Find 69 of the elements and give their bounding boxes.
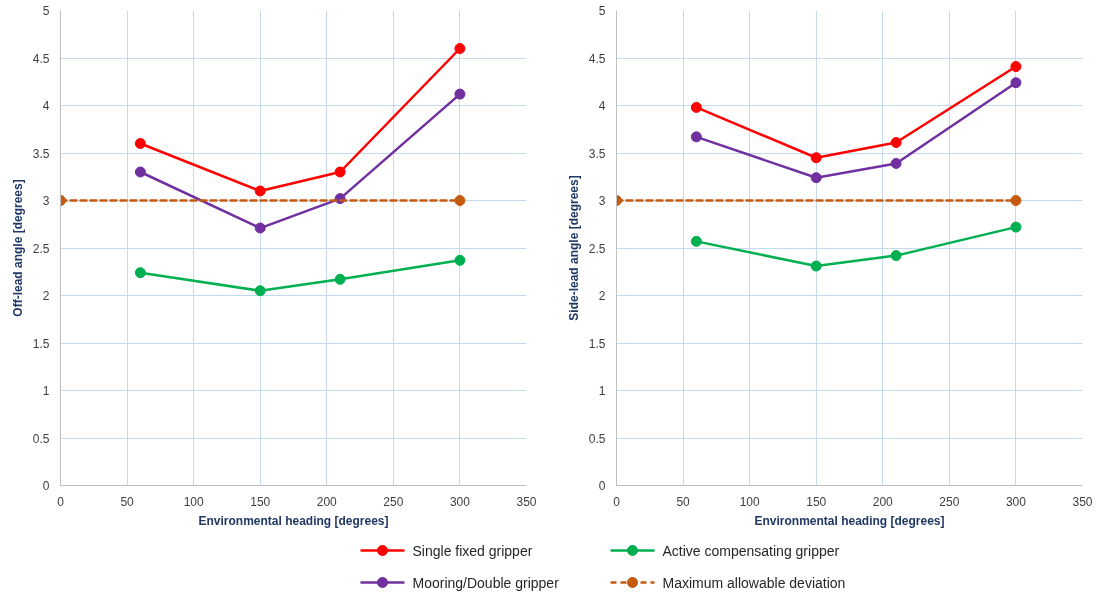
point [454,43,466,54]
x-tick-label: 350 [1072,494,1093,509]
legend-label: Maximum allowable deviation [662,574,846,591]
legend-label: Single fixed gripper [412,542,533,559]
point [1010,221,1022,233]
x-tick-label: 0 [613,494,621,509]
y-tick-label: 2 [598,289,606,303]
x-axis-title: Environmental heading [degrees] [754,513,945,528]
y-axis-title: Side-lead angle [degrees] [566,175,581,321]
point [890,250,902,262]
y-tick-label: 0.5 [32,431,50,446]
y-tick-label: 0.5 [588,431,606,446]
y-tick-label: 3.5 [588,146,606,161]
y-tick-label: 4 [42,99,50,113]
y-tick-label: 2.5 [588,241,606,256]
y-tick-label: 0 [42,479,50,493]
x-tick-label: 150 [250,494,271,509]
point [254,185,266,197]
y-tick-label: 5 [598,4,606,18]
point [890,137,902,149]
x-tick-label: 350 [516,494,537,509]
legend-label: Mooring/Double gripper [412,574,560,591]
y-axis-title: Off-lead angle [degrees] [10,179,25,317]
x-tick-label: 100 [183,494,204,509]
point [334,273,346,285]
x-tick-label: 100 [739,494,760,509]
y-tick-label: 2.5 [32,241,50,256]
x-tick-label: 200 [872,494,894,509]
y-tick-label: 3 [42,194,50,208]
y-tick-label: 3 [598,194,606,208]
point [454,88,466,100]
point [1010,61,1022,73]
y-tick-label: 0 [598,479,606,493]
y-tick-label: 1 [42,384,50,398]
x-tick-label: 250 [939,494,960,509]
point [810,172,822,184]
x-tick-label: 300 [449,494,471,509]
legend-label: Active compensating gripper [662,542,840,559]
y-tick-label: 5 [42,4,50,18]
x-tick-label: 200 [316,494,338,509]
x-tick-label: 0 [57,494,65,509]
y-tick-label: 2 [42,289,50,303]
x-tick-label: 50 [676,494,691,509]
point [134,267,146,279]
y-tick-label: 4.5 [588,51,606,66]
x-axis-title: Environmental heading [degrees] [198,513,389,528]
point [690,101,702,113]
point [134,138,146,149]
point [1010,77,1022,89]
point [254,285,266,297]
x-tick-label: 150 [806,494,827,509]
y-tick-label: 1.5 [32,336,50,351]
point [690,235,702,247]
x-tick-label: 50 [120,494,135,509]
y-tick-label: 1 [598,384,606,398]
point [890,157,902,169]
point [690,131,702,143]
point [134,166,146,178]
y-tick-label: 3.5 [32,146,50,161]
point [334,166,346,178]
y-tick-label: 1.5 [588,336,606,351]
y-tick-label: 4.5 [32,51,50,66]
y-tick-label: 4 [598,99,606,113]
point [454,254,466,266]
point [810,260,822,272]
x-tick-label: 300 [1005,494,1027,509]
point [254,222,266,234]
point [810,152,822,164]
x-tick-label: 250 [383,494,404,509]
